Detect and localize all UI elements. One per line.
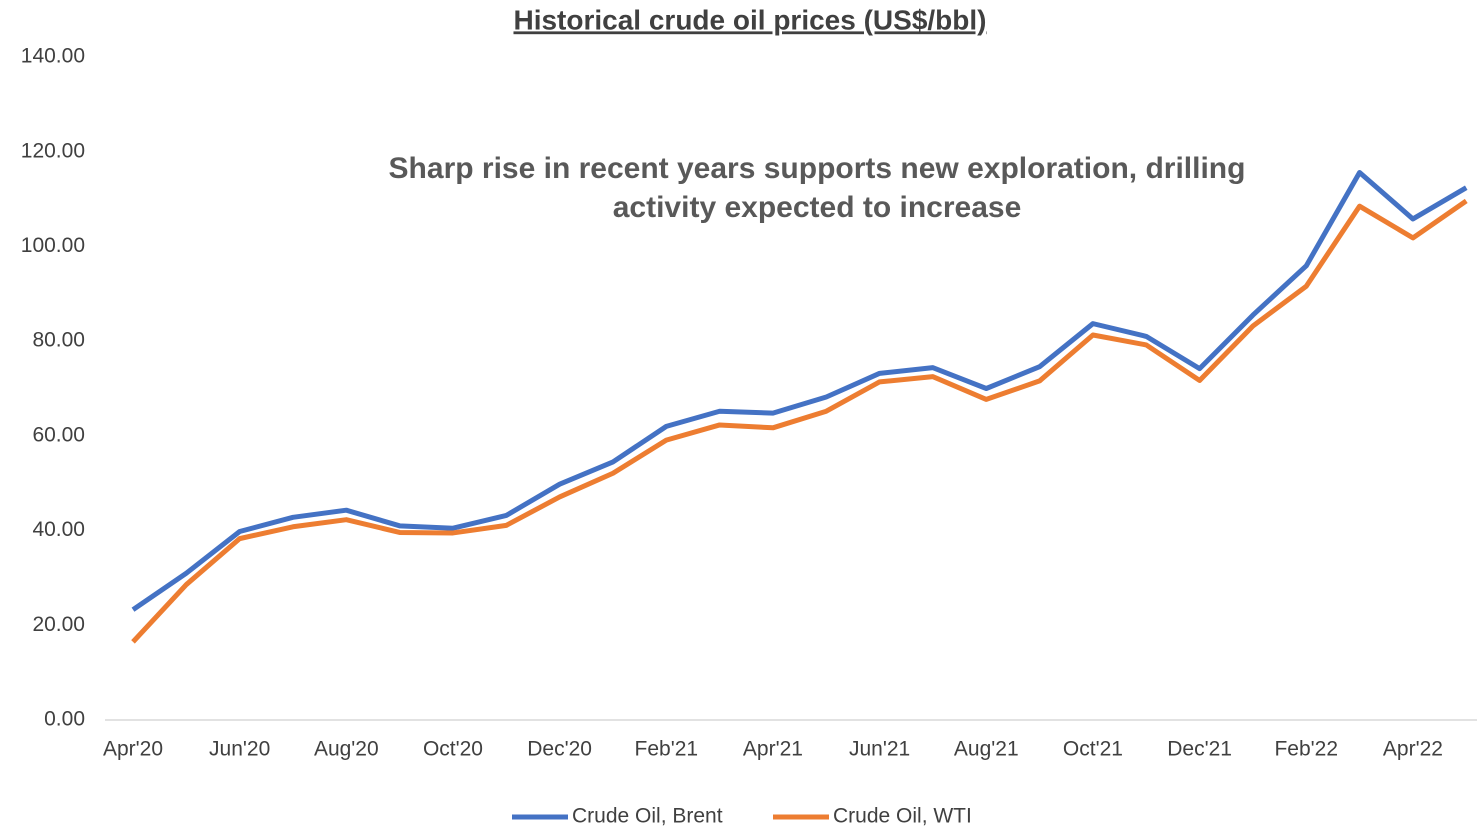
- series-line: [131, 170, 1468, 612]
- x-tick-label: Apr'21: [743, 738, 803, 761]
- annotation: Sharp rise in recent years supports new …: [389, 152, 1246, 185]
- y-tick-label: 60.00: [32, 423, 85, 446]
- x-tick-label: Aug'21: [954, 738, 1019, 761]
- chart-title: Historical crude oil prices (US$/bbl): [513, 4, 986, 35]
- x-tick-label: Dec'21: [1167, 738, 1232, 761]
- x-tick-label: Jun'20: [209, 738, 270, 761]
- y-tick-label: 120.00: [21, 139, 85, 162]
- x-tick-label: Aug'20: [314, 738, 379, 761]
- x-tick-label: Feb'21: [635, 738, 699, 761]
- x-tick-label: Dec'20: [527, 738, 592, 761]
- y-tick-label: 40.00: [32, 518, 85, 541]
- series-line: [131, 198, 1468, 644]
- y-tick-label: 100.00: [21, 234, 85, 257]
- legend-label: Crude Oil, WTI: [833, 805, 972, 828]
- x-tick-label: Jun'21: [849, 738, 910, 761]
- annotation: activity expected to increase: [613, 191, 1022, 224]
- x-tick-label: Apr'20: [103, 738, 163, 761]
- y-tick-label: 20.00: [32, 613, 85, 636]
- y-tick-label: 0.00: [44, 708, 85, 731]
- y-tick-label: 140.00: [21, 45, 85, 68]
- x-tick-label: Feb'22: [1274, 738, 1338, 761]
- x-tick-label: Oct'20: [423, 738, 483, 761]
- x-tick-label: Oct'21: [1063, 738, 1123, 761]
- x-tick-label: Apr'22: [1383, 738, 1443, 761]
- legend-label: Crude Oil, Brent: [572, 805, 723, 828]
- y-tick-label: 80.00: [32, 329, 85, 352]
